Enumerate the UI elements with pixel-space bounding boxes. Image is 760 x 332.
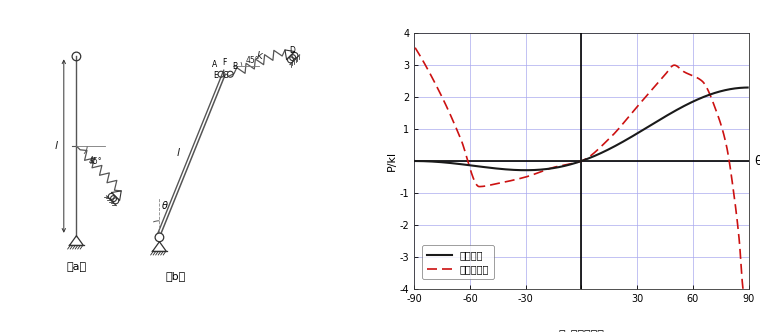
Y-axis label: P/kl: P/kl: [387, 151, 397, 171]
Text: F: F: [223, 58, 226, 67]
稳定性分区: [743, 301, 752, 305]
Circle shape: [155, 233, 163, 242]
Text: （c）跳跃屈曲: （c）跳跃屈曲: [559, 330, 604, 332]
平衡路径: [733, 86, 743, 90]
平衡路径: [673, 108, 682, 112]
Text: k: k: [257, 50, 263, 61]
Text: G: G: [223, 71, 229, 80]
Text: E: E: [214, 71, 218, 80]
Text: （a）: （a）: [66, 262, 87, 272]
稳定性分区: [742, 303, 751, 307]
平衡路径: [410, 159, 420, 163]
平衡路径: [733, 86, 743, 90]
Line: 稳定性分区: 稳定性分区: [415, 48, 748, 305]
平衡路径: [572, 160, 581, 164]
Legend: 平衡路径, 稳定性分区: 平衡路径, 稳定性分区: [423, 245, 493, 279]
Text: l: l: [177, 148, 180, 158]
平衡路径: [521, 168, 530, 172]
Line: 平衡路径: 平衡路径: [415, 88, 748, 170]
Text: l: l: [55, 141, 58, 151]
稳定性分区: [410, 46, 420, 50]
Text: B: B: [232, 62, 237, 71]
Text: θ: θ: [161, 201, 167, 211]
稳定性分区: [673, 64, 682, 68]
稳定性分区: [428, 75, 437, 79]
Text: D: D: [290, 45, 295, 54]
Text: θ: θ: [754, 154, 760, 168]
Text: （b）: （b）: [166, 271, 186, 281]
Text: 45°: 45°: [89, 157, 103, 166]
平衡路径: [564, 163, 573, 167]
平衡路径: [743, 86, 752, 90]
Text: k: k: [89, 156, 95, 166]
稳定性分区: [733, 224, 743, 228]
Text: 45°: 45°: [245, 56, 259, 65]
稳定性分区: [572, 160, 581, 164]
稳定性分区: [563, 162, 572, 166]
平衡路径: [428, 160, 437, 164]
稳定性分区: [733, 226, 743, 230]
Text: A: A: [212, 60, 217, 69]
